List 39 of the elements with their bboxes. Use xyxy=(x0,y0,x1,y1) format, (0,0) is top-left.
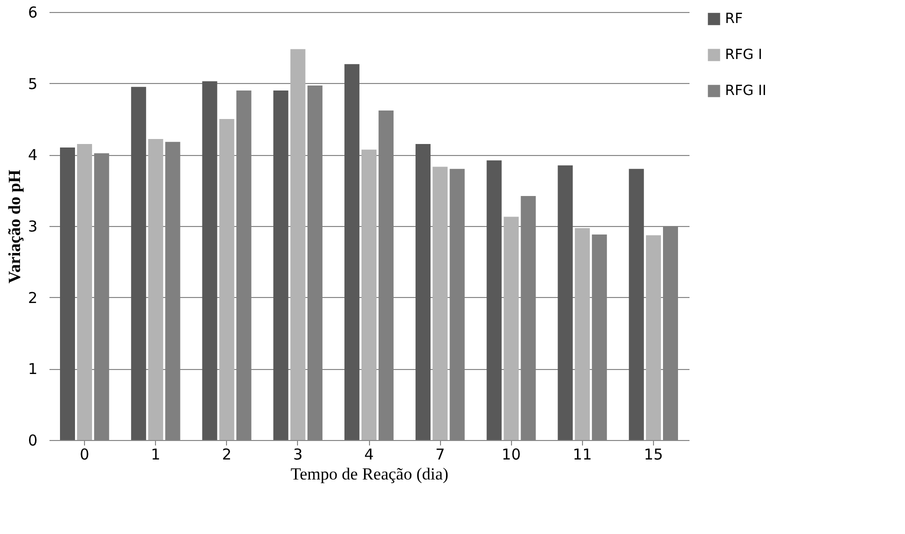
bar xyxy=(646,235,661,440)
x-axis-title: Tempo de Reação (dia) xyxy=(290,464,448,484)
y-tick-label: 0 xyxy=(28,432,38,450)
bar xyxy=(60,148,75,440)
y-tick-label: 4 xyxy=(28,146,38,164)
y-tick-label: 5 xyxy=(28,74,38,93)
legend-label: RFG II xyxy=(725,83,766,99)
bar xyxy=(362,150,376,440)
legend-label: RF xyxy=(725,11,743,27)
bar xyxy=(558,165,573,440)
bar xyxy=(344,64,360,440)
legend-label: RFG I xyxy=(725,47,762,63)
bar xyxy=(504,216,519,440)
bar xyxy=(202,81,218,440)
bar xyxy=(219,119,234,440)
bar xyxy=(416,144,431,440)
bar xyxy=(148,138,164,440)
x-tick-label: 1 xyxy=(150,446,160,464)
bar xyxy=(574,228,590,440)
y-tick-label: 6 xyxy=(28,4,38,22)
bar xyxy=(77,144,92,440)
y-tick-label: 1 xyxy=(28,360,38,378)
x-tick-label: 3 xyxy=(293,446,303,464)
x-tick-label: 10 xyxy=(502,446,521,464)
bar xyxy=(486,160,502,440)
y-tick-label: 3 xyxy=(28,218,38,236)
x-tick-label: 7 xyxy=(435,446,445,464)
bar xyxy=(273,90,288,440)
x-tick-label: 2 xyxy=(222,446,232,464)
bar xyxy=(131,86,146,440)
y-axis-title: Variação do pH xyxy=(4,170,24,284)
bar xyxy=(432,166,448,440)
bar xyxy=(628,168,644,440)
x-tick-label: 0 xyxy=(80,446,90,464)
x-tick-label: 11 xyxy=(572,446,592,464)
bar xyxy=(290,49,306,440)
x-tick-label: 15 xyxy=(644,446,663,464)
y-tick-label: 2 xyxy=(28,288,38,307)
x-tick-label: 4 xyxy=(364,446,374,464)
